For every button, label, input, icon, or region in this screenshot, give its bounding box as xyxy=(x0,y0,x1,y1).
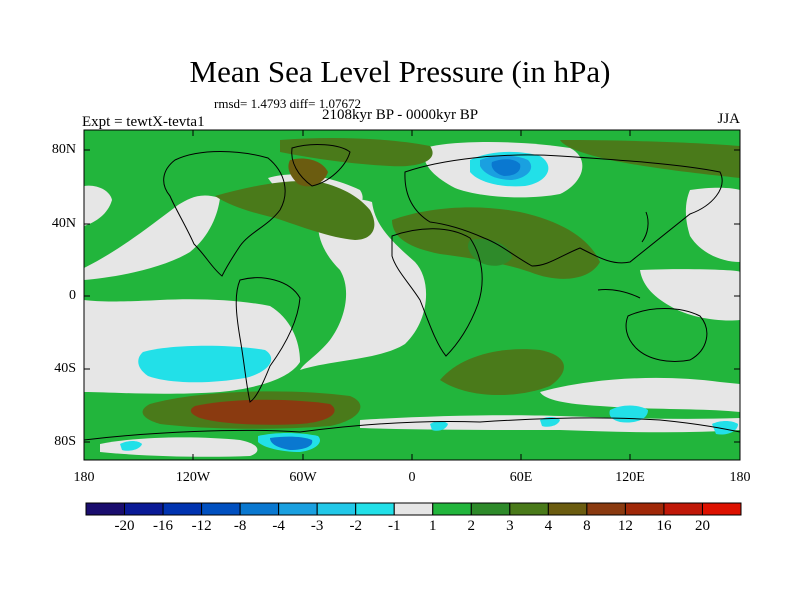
lon-tick-label-60w: 60W xyxy=(289,470,317,485)
colorbar-swatch xyxy=(239,502,280,516)
lon-tick-label-0: 0 xyxy=(408,470,416,485)
neutral-region-north-east-pacific xyxy=(84,185,112,226)
colorbar-label: -12 xyxy=(191,518,212,534)
coastline-africa xyxy=(391,228,483,357)
lat-tick-label-0: 0 xyxy=(69,288,76,303)
colorbar-swatch xyxy=(663,502,703,516)
colorbar-swatch xyxy=(701,502,742,516)
colorbar-label: -2 xyxy=(349,518,362,534)
lon-tick-label-180e: 180 xyxy=(729,470,751,485)
colorbar-label: 4 xyxy=(544,518,553,534)
colorbar-label: 16 xyxy=(656,518,672,534)
colorbar-swatch xyxy=(624,502,665,516)
olive-region-greenland xyxy=(288,158,328,187)
olive-region-south-atlantic-high xyxy=(440,349,564,396)
coastline-antarctica xyxy=(83,417,741,441)
season-label: JJA xyxy=(717,111,740,127)
lat-tick-label-40s: 40S xyxy=(54,361,76,376)
neutral-region-southern-ocean xyxy=(540,377,740,412)
colorbar-swatch xyxy=(470,502,511,516)
colorbar-label: 12 xyxy=(617,518,633,534)
rmsd-diff-stats: rmsd= 1.4793 diff= 1.07672 xyxy=(214,96,361,111)
colorbar-swatch xyxy=(355,502,395,516)
plot-title: Mean Sea Level Pressure (in hPa) xyxy=(189,54,611,89)
colorbar-label: -4 xyxy=(272,518,285,534)
olive-region-arctic-rim xyxy=(280,138,433,167)
colorbar-swatch xyxy=(393,502,434,516)
colorbar-label: 2 xyxy=(467,518,476,534)
neutral-region-ross-sea xyxy=(100,437,258,457)
colorbar-label: -1 xyxy=(387,518,401,534)
pressure-anomaly-map xyxy=(83,129,741,461)
colorbar-label: -8 xyxy=(233,518,247,534)
colorbar-label: 1 xyxy=(429,518,437,534)
experiment-label: Expt = tewtX-tevta1 xyxy=(82,114,205,130)
colorbar-swatch xyxy=(124,502,164,516)
olive-region-atlantic-ridge xyxy=(215,180,375,240)
time-period-label: 2108kyr BP - 0000kyr BP xyxy=(322,107,479,123)
coastline-japan xyxy=(641,211,649,243)
cyan-region-antarctic-spot-mid xyxy=(540,417,560,427)
lat-tick-label-80n: 80N xyxy=(51,142,76,157)
dark-green-region-arabia xyxy=(468,238,512,266)
coastline-greenland xyxy=(291,144,351,187)
neutral-region-north-pacific xyxy=(84,195,220,280)
colorbar-swatch xyxy=(85,502,126,516)
lat-tick-label-80s: 80S xyxy=(54,434,76,449)
dark-blue-region-barents-low xyxy=(491,159,521,176)
cyan-region-east-antarctic-spot xyxy=(712,421,738,435)
cyan-region-south-pacific xyxy=(138,345,272,383)
lon-tick-label-180w: 180 xyxy=(73,470,95,485)
colorbar-label: 8 xyxy=(583,518,591,534)
colorbar-swatch xyxy=(547,502,588,516)
coastline-south-america xyxy=(235,277,301,403)
axis-ticks xyxy=(83,130,741,460)
colorbar-swatch xyxy=(316,502,357,516)
neutral-region-atlantic xyxy=(300,199,427,370)
colorbar-label: 20 xyxy=(694,518,710,534)
coastline-australia xyxy=(625,308,708,362)
blue-region-weddell xyxy=(270,436,313,450)
brown-region-amundsen xyxy=(190,399,335,425)
lon-tick-label-120w: 120W xyxy=(175,470,211,485)
colorbar-swatch xyxy=(201,502,241,516)
colorbar-swatch xyxy=(432,502,472,516)
coastline-eurasia xyxy=(404,154,723,267)
colorbar-label: 3 xyxy=(506,518,514,534)
colorbar-label: -16 xyxy=(153,518,174,534)
cyan-region-antarctic-spot-east xyxy=(430,421,448,431)
colorbar-label: -20 xyxy=(114,518,135,534)
colorbar-swatch xyxy=(586,502,626,516)
coastlines xyxy=(83,144,741,441)
colorbar xyxy=(85,502,742,516)
lon-tick-label-120e: 120E xyxy=(615,470,645,485)
olive-region-east-siberia xyxy=(560,140,740,178)
cyan-region-antarctic-spot-west xyxy=(120,441,142,451)
coastline-north-america xyxy=(163,151,286,277)
lon-tick-label-60e: 60E xyxy=(509,470,533,485)
coastline-indonesia xyxy=(597,289,641,299)
colorbar-swatch xyxy=(162,502,203,516)
colorbar-label: -3 xyxy=(310,518,324,534)
lat-tick-label-40n: 40N xyxy=(51,216,76,231)
colorbar-swatch xyxy=(509,502,549,516)
colorbar-swatch xyxy=(278,502,318,516)
neutral-region-west-pacific xyxy=(685,187,740,262)
neutral-region-indian-ocean-east xyxy=(640,269,740,321)
